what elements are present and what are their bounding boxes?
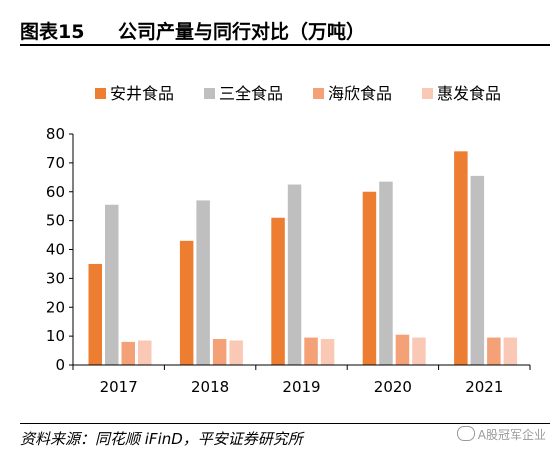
bar bbox=[470, 175, 485, 365]
y-tick-label: 10 bbox=[46, 327, 65, 345]
footer: 资料来源：同花顺 iFinD，平安证券研究所 A股冠军企业 bbox=[20, 423, 550, 448]
bar bbox=[229, 340, 243, 365]
bar bbox=[196, 200, 210, 365]
bar bbox=[503, 337, 518, 365]
y-tick-label: 30 bbox=[46, 269, 65, 287]
source-note: 资料来源：同花顺 iFinD，平安证券研究所 bbox=[20, 430, 303, 448]
legend-swatch bbox=[313, 88, 324, 99]
bar bbox=[138, 340, 152, 365]
legend-label: 安井食品 bbox=[110, 84, 174, 103]
bar bbox=[454, 151, 468, 365]
x-tick-label: 2019 bbox=[282, 378, 320, 396]
legend-swatch bbox=[204, 88, 215, 99]
bar bbox=[88, 263, 102, 365]
y-tick-label: 40 bbox=[46, 241, 65, 259]
legend-swatch bbox=[422, 88, 433, 99]
legend-label: 海欣食品 bbox=[328, 84, 392, 103]
x-axis: 2017 2018 2019 2020 2021 bbox=[72, 364, 531, 396]
x-tick-label: 2018 bbox=[191, 378, 229, 396]
y-tick-label: 0 bbox=[55, 356, 65, 374]
bar bbox=[379, 181, 393, 365]
watermark: A股冠军企业 bbox=[456, 426, 546, 443]
figure-number: 图表15 bbox=[20, 21, 85, 43]
bar bbox=[412, 337, 426, 365]
bar bbox=[105, 204, 119, 365]
bar bbox=[362, 191, 377, 365]
bar bbox=[121, 341, 135, 365]
y-tick-label: 80 bbox=[46, 125, 65, 143]
x-tick-label: 2020 bbox=[374, 378, 412, 396]
y-tick-label: 50 bbox=[46, 212, 65, 230]
wechat-icon bbox=[456, 426, 475, 441]
bar bbox=[271, 217, 285, 365]
bar bbox=[212, 339, 227, 365]
bar bbox=[395, 334, 410, 365]
bar bbox=[179, 240, 194, 365]
y-tick-label: 60 bbox=[46, 183, 65, 201]
legend-label: 惠发食品 bbox=[437, 84, 501, 103]
y-tick-label: 70 bbox=[46, 154, 65, 172]
bar bbox=[320, 339, 335, 365]
bar-group bbox=[88, 151, 518, 365]
chart-title: 公司产量与同行对比（万吨） bbox=[118, 21, 366, 43]
bar bbox=[487, 337, 501, 365]
legend-swatch bbox=[95, 88, 106, 99]
x-tick-label: 2021 bbox=[465, 378, 503, 396]
watermark-text: A股冠军企业 bbox=[477, 428, 546, 442]
title-bar: 图表15 公司产量与同行对比（万吨） bbox=[20, 14, 550, 46]
x-tick-label: 2017 bbox=[100, 378, 138, 396]
chart-legend: 安井食品 三全食品 海欣食品 惠发食品 bbox=[95, 84, 501, 103]
y-tick-label: 20 bbox=[46, 298, 65, 316]
legend-label: 三全食品 bbox=[219, 84, 283, 103]
bar bbox=[304, 337, 318, 365]
y-axis: 0 10 20 30 40 50 60 70 80 bbox=[46, 125, 74, 374]
bar bbox=[287, 184, 302, 365]
